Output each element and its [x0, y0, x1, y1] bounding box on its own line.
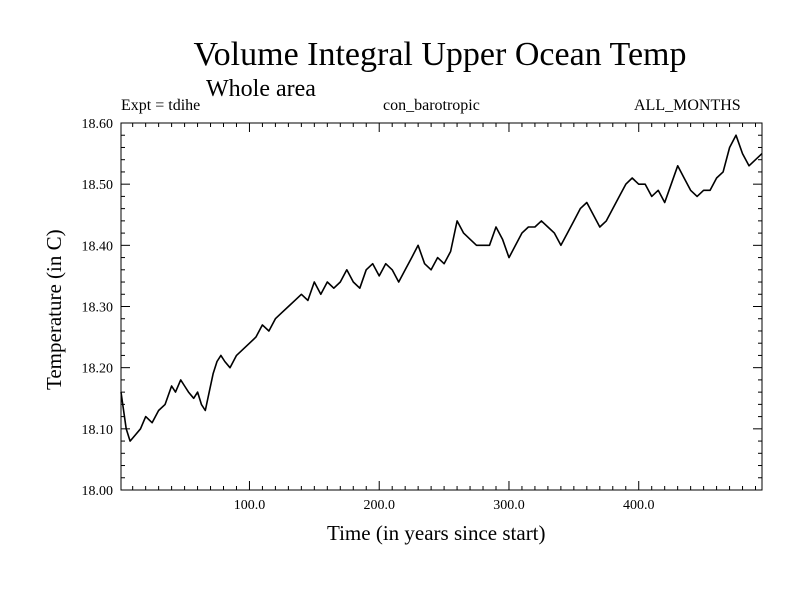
y-tick-label: 18.60	[82, 117, 114, 132]
chart-subtitle: Whole area	[206, 76, 316, 102]
x-tick-label: 400.0	[623, 498, 655, 513]
y-tick-label: 18.50	[82, 178, 114, 193]
y-tick-label: 18.00	[82, 484, 114, 499]
y-tick-label: 18.30	[82, 301, 114, 316]
dataset-label: con_barotropic	[383, 97, 480, 114]
plot-frame	[120, 122, 763, 491]
y-tick-label: 18.10	[82, 423, 114, 438]
axis-tick-labels: 100.0 200.0 300.0 400.0 18.00 18.10 18.20 18.30…	[82, 117, 655, 513]
x-axis-label: Time (in years since start)	[327, 521, 546, 545]
y-tick-label: 18.40	[82, 239, 114, 254]
x-tick-label: 100.0	[234, 498, 266, 513]
y-tick-label: 18.20	[82, 362, 114, 377]
x-tick-label: 200.0	[363, 498, 395, 513]
axis-ticks	[121, 123, 762, 490]
experiment-label: Expt = tdihe	[121, 97, 201, 114]
series-line-temperature	[120, 134, 763, 442]
x-tick-label: 300.0	[493, 498, 525, 513]
months-label: ALL_MONTHS	[634, 97, 741, 114]
chart-title: Volume Integral Upper Ocean Temp	[193, 36, 687, 73]
